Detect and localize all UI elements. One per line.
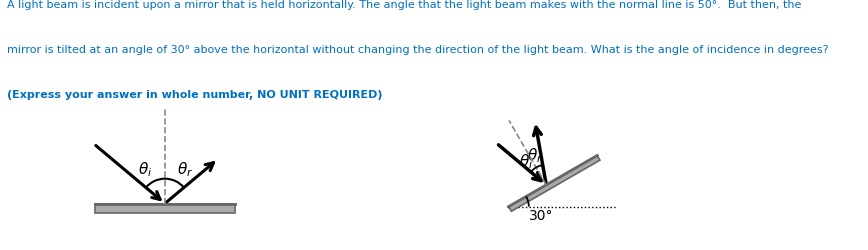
Text: A light beam is incident upon a mirror that is held horizontally. The angle that: A light beam is incident upon a mirror t… <box>7 0 801 10</box>
Text: $\theta_r$: $\theta_r$ <box>528 146 543 165</box>
Bar <box>95 204 234 213</box>
Text: $\theta_r$: $\theta_r$ <box>177 160 194 179</box>
Text: (Express your answer in whole number, NO UNIT REQUIRED): (Express your answer in whole number, NO… <box>7 90 383 100</box>
Text: mirror is tilted at an angle of 30° above the horizontal without changing the di: mirror is tilted at an angle of 30° abov… <box>7 45 828 55</box>
Text: 30°: 30° <box>529 209 554 223</box>
Text: $\theta_i$: $\theta_i$ <box>138 160 152 179</box>
Polygon shape <box>509 156 600 211</box>
Text: $\theta_i$: $\theta_i$ <box>519 152 534 171</box>
